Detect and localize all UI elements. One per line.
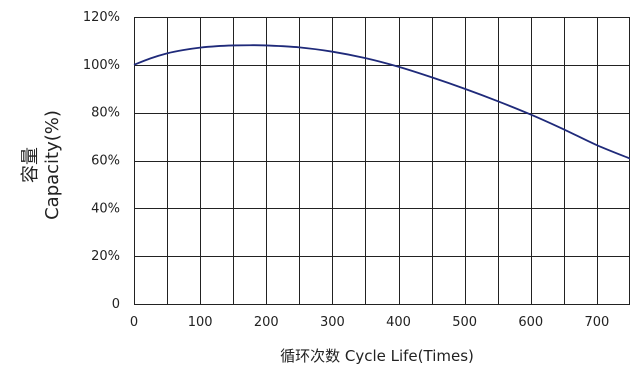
- x-tick-label: 300: [320, 315, 345, 330]
- y-axis-label-cn: 容量: [20, 147, 41, 183]
- x-tick-label: 400: [386, 315, 411, 330]
- y-tick-label: 0: [112, 297, 120, 312]
- x-tick-label: 700: [585, 315, 610, 330]
- x-tick-label: 100: [188, 315, 213, 330]
- y-tick-label: 120%: [83, 10, 120, 25]
- y-tick-label: 40%: [91, 201, 120, 216]
- x-tick-label: 500: [452, 315, 477, 330]
- x-tick-label: 0: [130, 315, 138, 330]
- y-axis-label: 容量 Capacity(%): [12, 90, 72, 240]
- y-tick-label: 100%: [83, 58, 120, 73]
- y-tick-label: 60%: [91, 154, 120, 169]
- x-axis-label: 循环次数 Cycle Life(Times): [280, 347, 474, 365]
- y-tick-label: 80%: [91, 106, 120, 121]
- x-tick-label: 600: [518, 315, 543, 330]
- x-tick-label: 200: [254, 315, 279, 330]
- y-tick-label: 20%: [91, 249, 120, 264]
- y-axis-label-en: Capacity(%): [42, 110, 63, 220]
- capacity-series-line: [133, 44, 630, 160]
